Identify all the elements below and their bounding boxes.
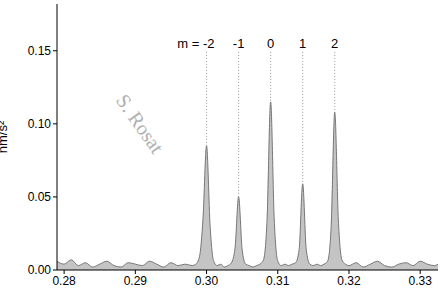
svg-text:0.00: 0.00 bbox=[28, 263, 52, 277]
svg-text:-1: -1 bbox=[233, 36, 245, 51]
html-text:S. Rosat: S. Rosat bbox=[112, 90, 169, 158]
svg-text:0.15: 0.15 bbox=[28, 44, 52, 58]
svg-text:1: 1 bbox=[299, 36, 306, 51]
svg-text:2: 2 bbox=[331, 36, 338, 51]
svg-text:0.30: 0.30 bbox=[195, 274, 219, 288]
svg-text:0.10: 0.10 bbox=[28, 117, 52, 131]
svg-text:0.32: 0.32 bbox=[337, 274, 361, 288]
svg-text:nm/s²: nm/s² bbox=[8, 120, 10, 153]
svg-text:0: 0 bbox=[267, 36, 274, 51]
svg-text:m = -2: m = -2 bbox=[177, 36, 214, 51]
svg-text:0.05: 0.05 bbox=[28, 190, 52, 204]
svg-text:0.33: 0.33 bbox=[409, 274, 432, 288]
svg-text:0.29: 0.29 bbox=[124, 274, 148, 288]
svg-text:0.28: 0.28 bbox=[52, 274, 76, 288]
svg-text:0.31: 0.31 bbox=[266, 274, 290, 288]
